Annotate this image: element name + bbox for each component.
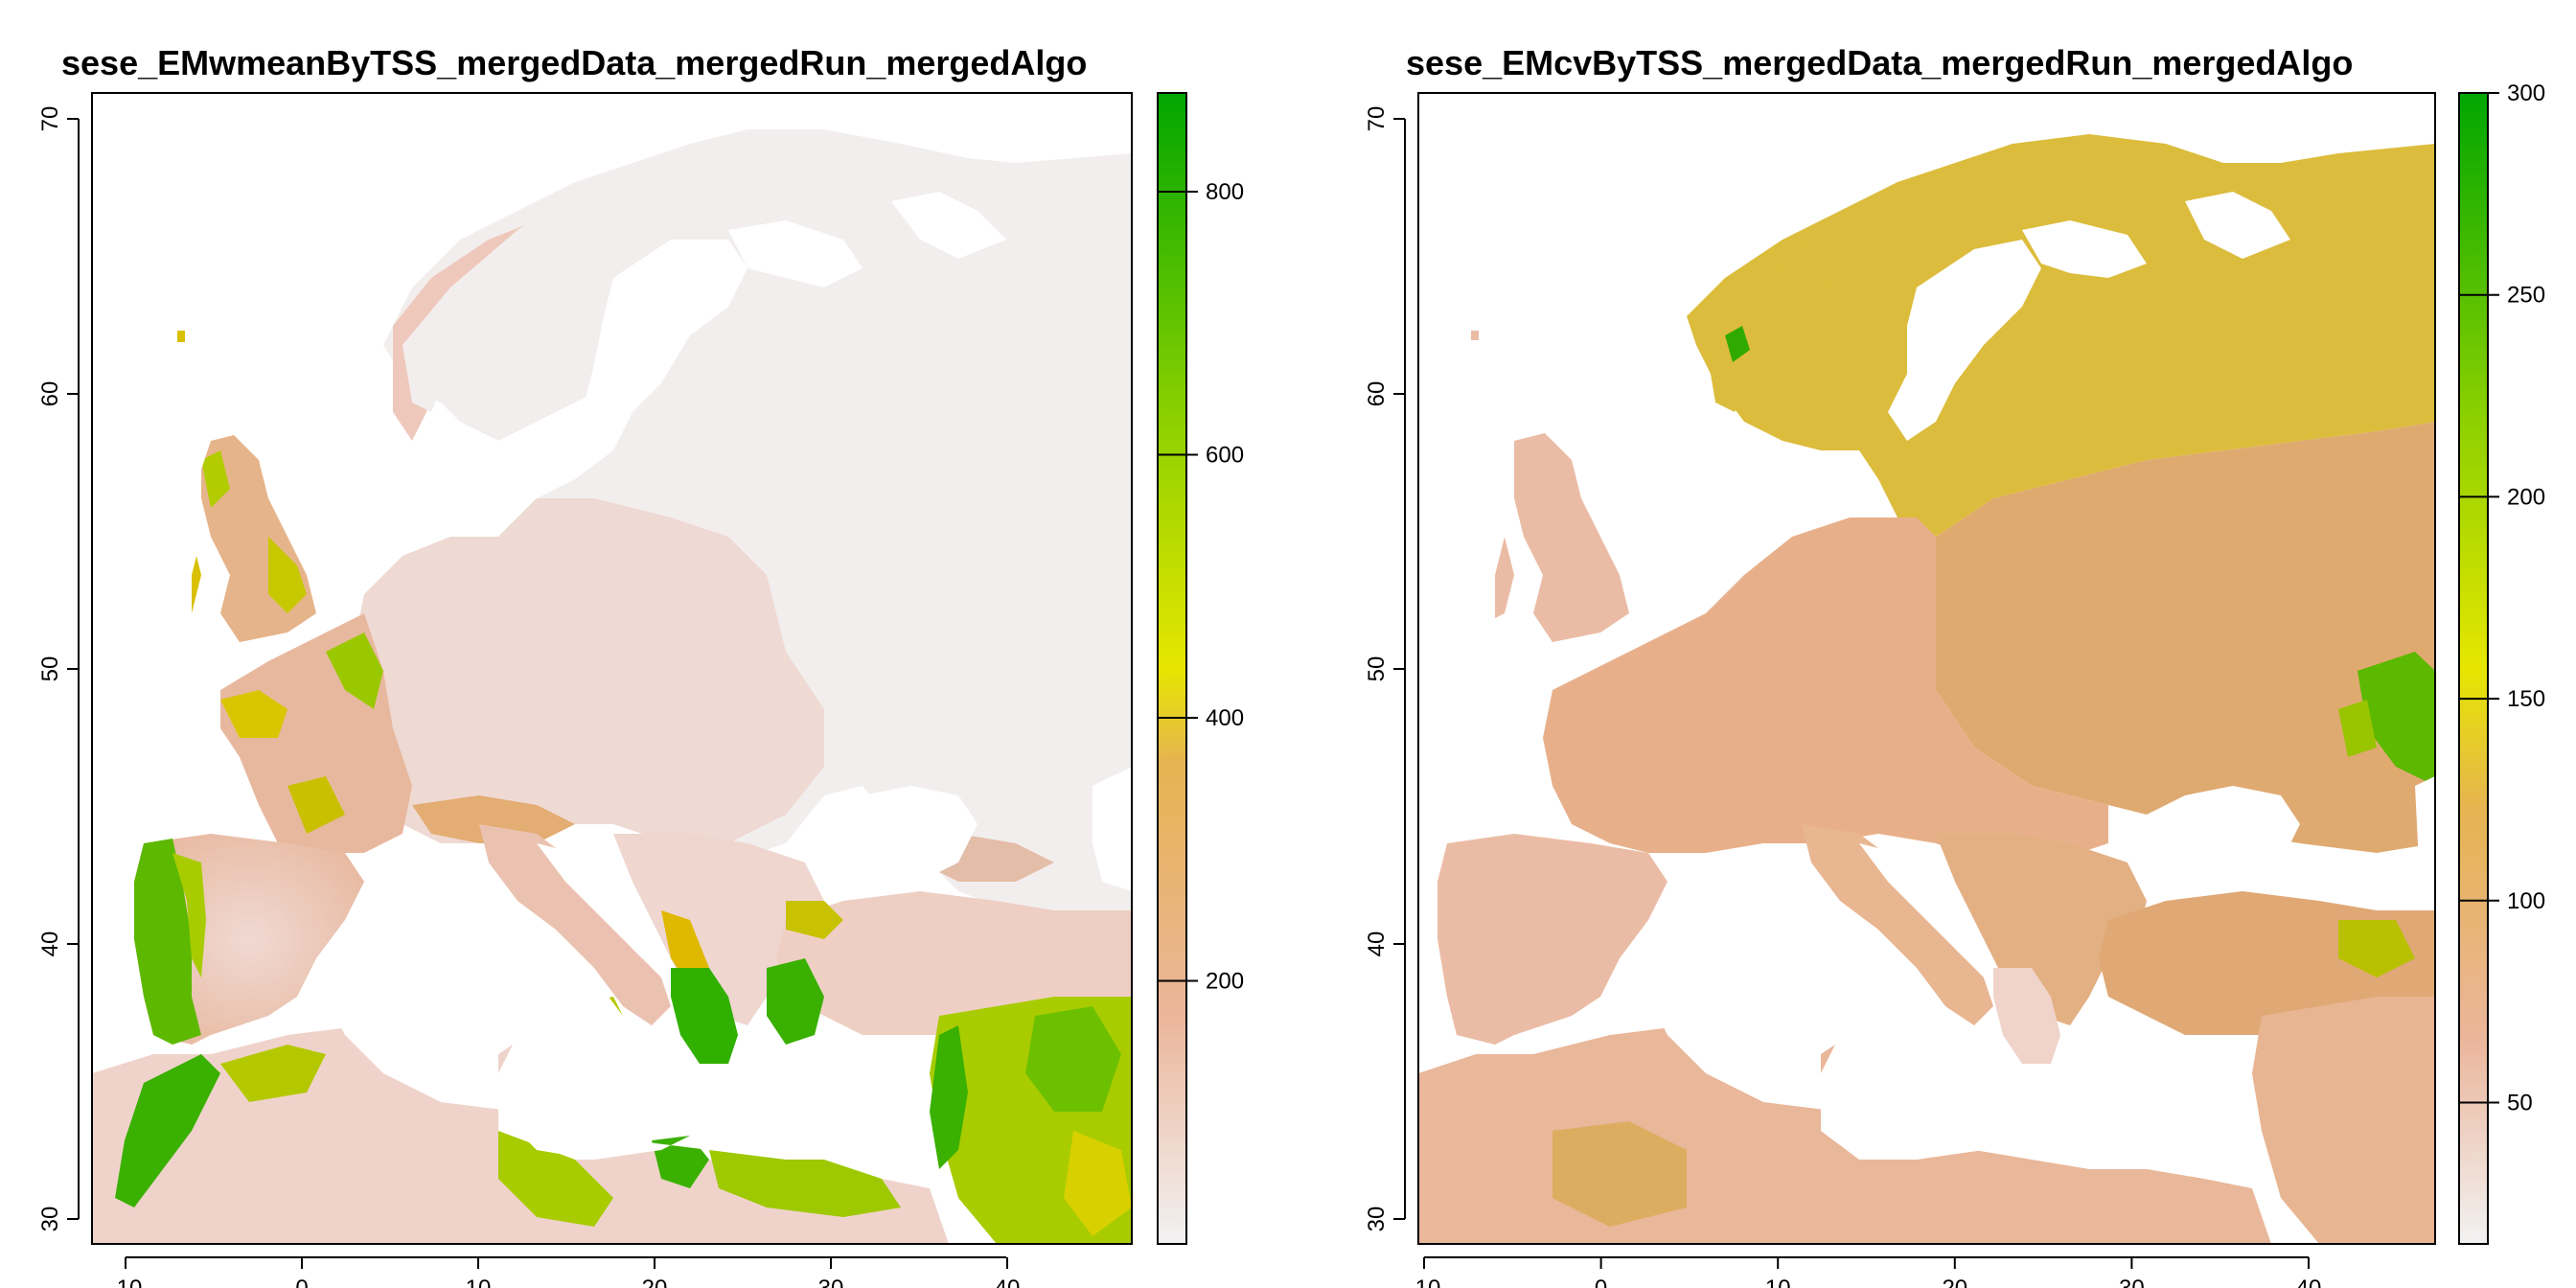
panel-right: sese_EMcvByTSS_mergedData_mergedRun_merg…	[1364, 43, 2545, 1288]
land-iberia	[1438, 834, 1668, 1045]
y-axis: 30 40 50 60 70	[37, 106, 80, 1232]
x-tick-label: 10	[1765, 1276, 1791, 1288]
y-tick-label: 40	[37, 932, 63, 957]
x-axis: -10 0 10 20 30 40	[109, 1256, 1021, 1288]
colorbar-tick-label: 150	[2507, 686, 2545, 712]
land-west-central	[1543, 518, 2108, 862]
y-tick-label: 60	[1364, 381, 1390, 407]
y-tick-label: 30	[37, 1207, 63, 1232]
land-italy	[1802, 824, 1993, 1025]
map-raster	[1417, 92, 2436, 1245]
sea-black	[2118, 786, 2300, 891]
land-britain	[1514, 431, 1629, 642]
x-tick-label: 20	[642, 1276, 668, 1288]
panel-title: sese_EMcvByTSS_mergedData_mergedRun_merg…	[1406, 43, 2353, 82]
y-axis: 30 40 50 60 70	[1364, 106, 1406, 1232]
y-tick-label: 40	[1364, 932, 1390, 957]
colorbar-tick-label: 400	[1206, 705, 1244, 731]
y-tick-label: 70	[1364, 106, 1390, 132]
land-greece	[1993, 968, 2060, 1064]
x-tick-label: 40	[995, 1276, 1021, 1288]
sea-mediterranean	[326, 882, 930, 1160]
colorbar-tick-label: 800	[1206, 179, 1244, 205]
y-tick-label: 70	[37, 106, 63, 132]
map-raster	[91, 92, 1133, 1245]
land-greece	[671, 968, 738, 1064]
x-axis: -10 0 10 20 30 40	[1408, 1256, 2322, 1288]
colorbar-tick-label: 300	[2507, 80, 2545, 106]
y-tick-label: 50	[1364, 656, 1390, 682]
land-east	[1936, 422, 2435, 853]
y-tick-label: 50	[37, 656, 63, 682]
panel-title: sese_EMwmeanByTSS_mergedData_mergedRun_m…	[61, 43, 1087, 82]
colorbar: 200 400 600 800	[1157, 92, 1244, 1245]
map-frame	[1417, 92, 2436, 1245]
colorbar-gradient	[1157, 92, 1187, 1245]
panel-left: sese_EMwmeanByTSS_mergedData_mergedRun_m…	[37, 43, 1244, 1288]
y-tick-label: 30	[1364, 1207, 1390, 1232]
colorbar: 50 100 150 200 250 300	[2458, 80, 2545, 1245]
y-tick-label: 60	[37, 381, 63, 407]
x-tick-label: 10	[466, 1276, 492, 1288]
colorbar-tick-label: 250	[2507, 283, 2545, 309]
colorbar-tick-label: 100	[2507, 888, 2545, 914]
x-tick-label: 40	[2296, 1276, 2322, 1288]
sea-mediterranean	[1648, 882, 2252, 1160]
land-balkans	[1936, 834, 2147, 1025]
land-middle-east	[2252, 997, 2435, 1244]
x-tick-label: 0	[1595, 1276, 1607, 1288]
sea-black	[795, 786, 978, 891]
colorbar-tick-label: 600	[1206, 442, 1244, 468]
colorbar-gradient	[2458, 92, 2489, 1245]
land-central	[345, 498, 824, 843]
x-tick-label: -10	[109, 1276, 143, 1288]
colorbar-tick-label: 50	[2507, 1091, 2533, 1116]
map-frame	[91, 92, 1133, 1245]
x-tick-label: 0	[295, 1276, 308, 1288]
colorbar-tick-label: 200	[2507, 484, 2545, 510]
land-italy	[479, 824, 671, 1025]
colorbar-tick-label: 200	[1206, 968, 1244, 994]
x-tick-label: -10	[1408, 1276, 1441, 1288]
x-tick-label: 20	[1942, 1276, 1967, 1288]
x-tick-label: 30	[818, 1276, 844, 1288]
x-tick-label: 30	[2119, 1276, 2145, 1288]
